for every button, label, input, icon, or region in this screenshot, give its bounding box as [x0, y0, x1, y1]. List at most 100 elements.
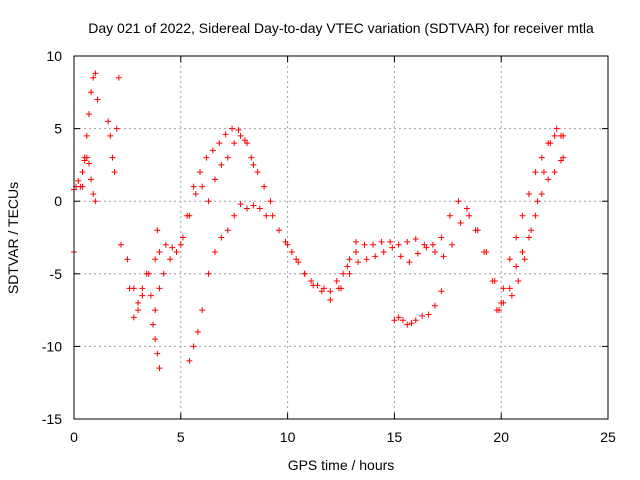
data-point: [380, 249, 387, 256]
data-point: [464, 205, 471, 212]
data-point: [387, 238, 394, 245]
data-point: [205, 198, 212, 205]
grid-lines: [74, 56, 608, 419]
data-point: [532, 169, 539, 176]
chart-title: Day 021 of 2022, Sidereal Day-to-day VTE…: [88, 20, 594, 36]
data-point: [205, 270, 212, 277]
data-point: [404, 321, 411, 328]
series-arc-8: [269, 212, 359, 295]
x-tick-label: 15: [387, 429, 403, 445]
data-point: [254, 169, 261, 176]
data-point: [218, 161, 225, 168]
data-point: [88, 176, 95, 183]
data-point: [412, 235, 419, 242]
data-point: [431, 249, 438, 256]
series-arc-10: [338, 212, 505, 306]
data-point: [449, 241, 456, 248]
data-point: [190, 343, 197, 350]
data-point: [340, 270, 347, 277]
data-point: [547, 140, 554, 147]
data-point: [156, 249, 163, 256]
data-point: [173, 249, 180, 256]
data-point: [446, 212, 453, 219]
data-point: [397, 253, 404, 260]
data-point: [105, 118, 112, 125]
data-point: [506, 285, 513, 292]
data-point: [231, 212, 238, 219]
series-arc-5: [130, 132, 257, 321]
x-tick-label: 10: [280, 429, 296, 445]
data-point: [177, 241, 184, 248]
series-arc-1: [71, 154, 99, 205]
data-point: [139, 292, 146, 299]
data-point: [483, 249, 490, 256]
data-point: [545, 176, 552, 183]
data-point: [457, 219, 464, 226]
data-point: [519, 212, 526, 219]
data-point: [440, 253, 447, 260]
data-point: [244, 140, 251, 147]
data-point: [156, 365, 163, 372]
series-arc-13: [493, 132, 565, 314]
data-point: [156, 285, 163, 292]
data-point: [338, 285, 344, 292]
data-point: [94, 96, 101, 103]
series-arc-3: [105, 74, 122, 176]
data-point: [199, 183, 206, 190]
data-point: [414, 250, 421, 257]
data-point: [372, 253, 379, 260]
data-point: [532, 212, 539, 219]
data-point: [318, 288, 325, 295]
data-point: [538, 190, 545, 197]
x-tick-label: 5: [177, 429, 185, 445]
data-point: [408, 320, 415, 327]
data-point: [363, 256, 370, 263]
data-point: [491, 278, 498, 285]
data-point: [399, 317, 406, 324]
x-tick-label: 0: [70, 429, 78, 445]
data-point: [250, 161, 257, 168]
data-point: [361, 241, 368, 248]
data-point: [224, 154, 231, 161]
data-point: [438, 234, 445, 241]
data-point: [378, 238, 385, 245]
data-point: [370, 241, 377, 248]
series-arc-11: [391, 288, 445, 328]
data-point: [513, 263, 520, 270]
data-point: [231, 140, 238, 147]
data-point: [83, 132, 90, 139]
series-arc-4: [117, 125, 274, 314]
data-point: [130, 314, 137, 321]
data-point: [525, 190, 532, 197]
data-point: [466, 212, 473, 219]
data-point: [139, 285, 146, 292]
data-point: [346, 270, 353, 277]
data-point: [79, 169, 86, 176]
data-point: [109, 154, 116, 161]
data-point: [263, 212, 270, 219]
data-point: [186, 357, 193, 364]
x-tick-label: 20: [493, 429, 509, 445]
data-point: [244, 205, 251, 212]
data-point: [90, 190, 97, 197]
data-point: [261, 183, 268, 190]
data-point: [218, 234, 225, 241]
data-point: [237, 132, 244, 139]
data-point: [500, 285, 507, 292]
data-point: [192, 190, 199, 197]
data-point: [211, 176, 218, 183]
y-axis-label: SDTVAR / TECUs: [5, 182, 21, 294]
data-point: [79, 183, 86, 190]
data-point: [90, 74, 97, 81]
data-point: [186, 212, 193, 219]
data-point: [75, 177, 82, 184]
x-axis-label: GPS time / hours: [288, 457, 395, 473]
data-point: [203, 154, 210, 161]
data-point: [425, 311, 432, 318]
data-point: [333, 278, 340, 285]
y-tick-label: 5: [54, 121, 62, 137]
data-point: [162, 241, 169, 248]
series-arc-7: [186, 201, 270, 364]
data-point: [85, 160, 92, 167]
data-point: [500, 299, 507, 306]
